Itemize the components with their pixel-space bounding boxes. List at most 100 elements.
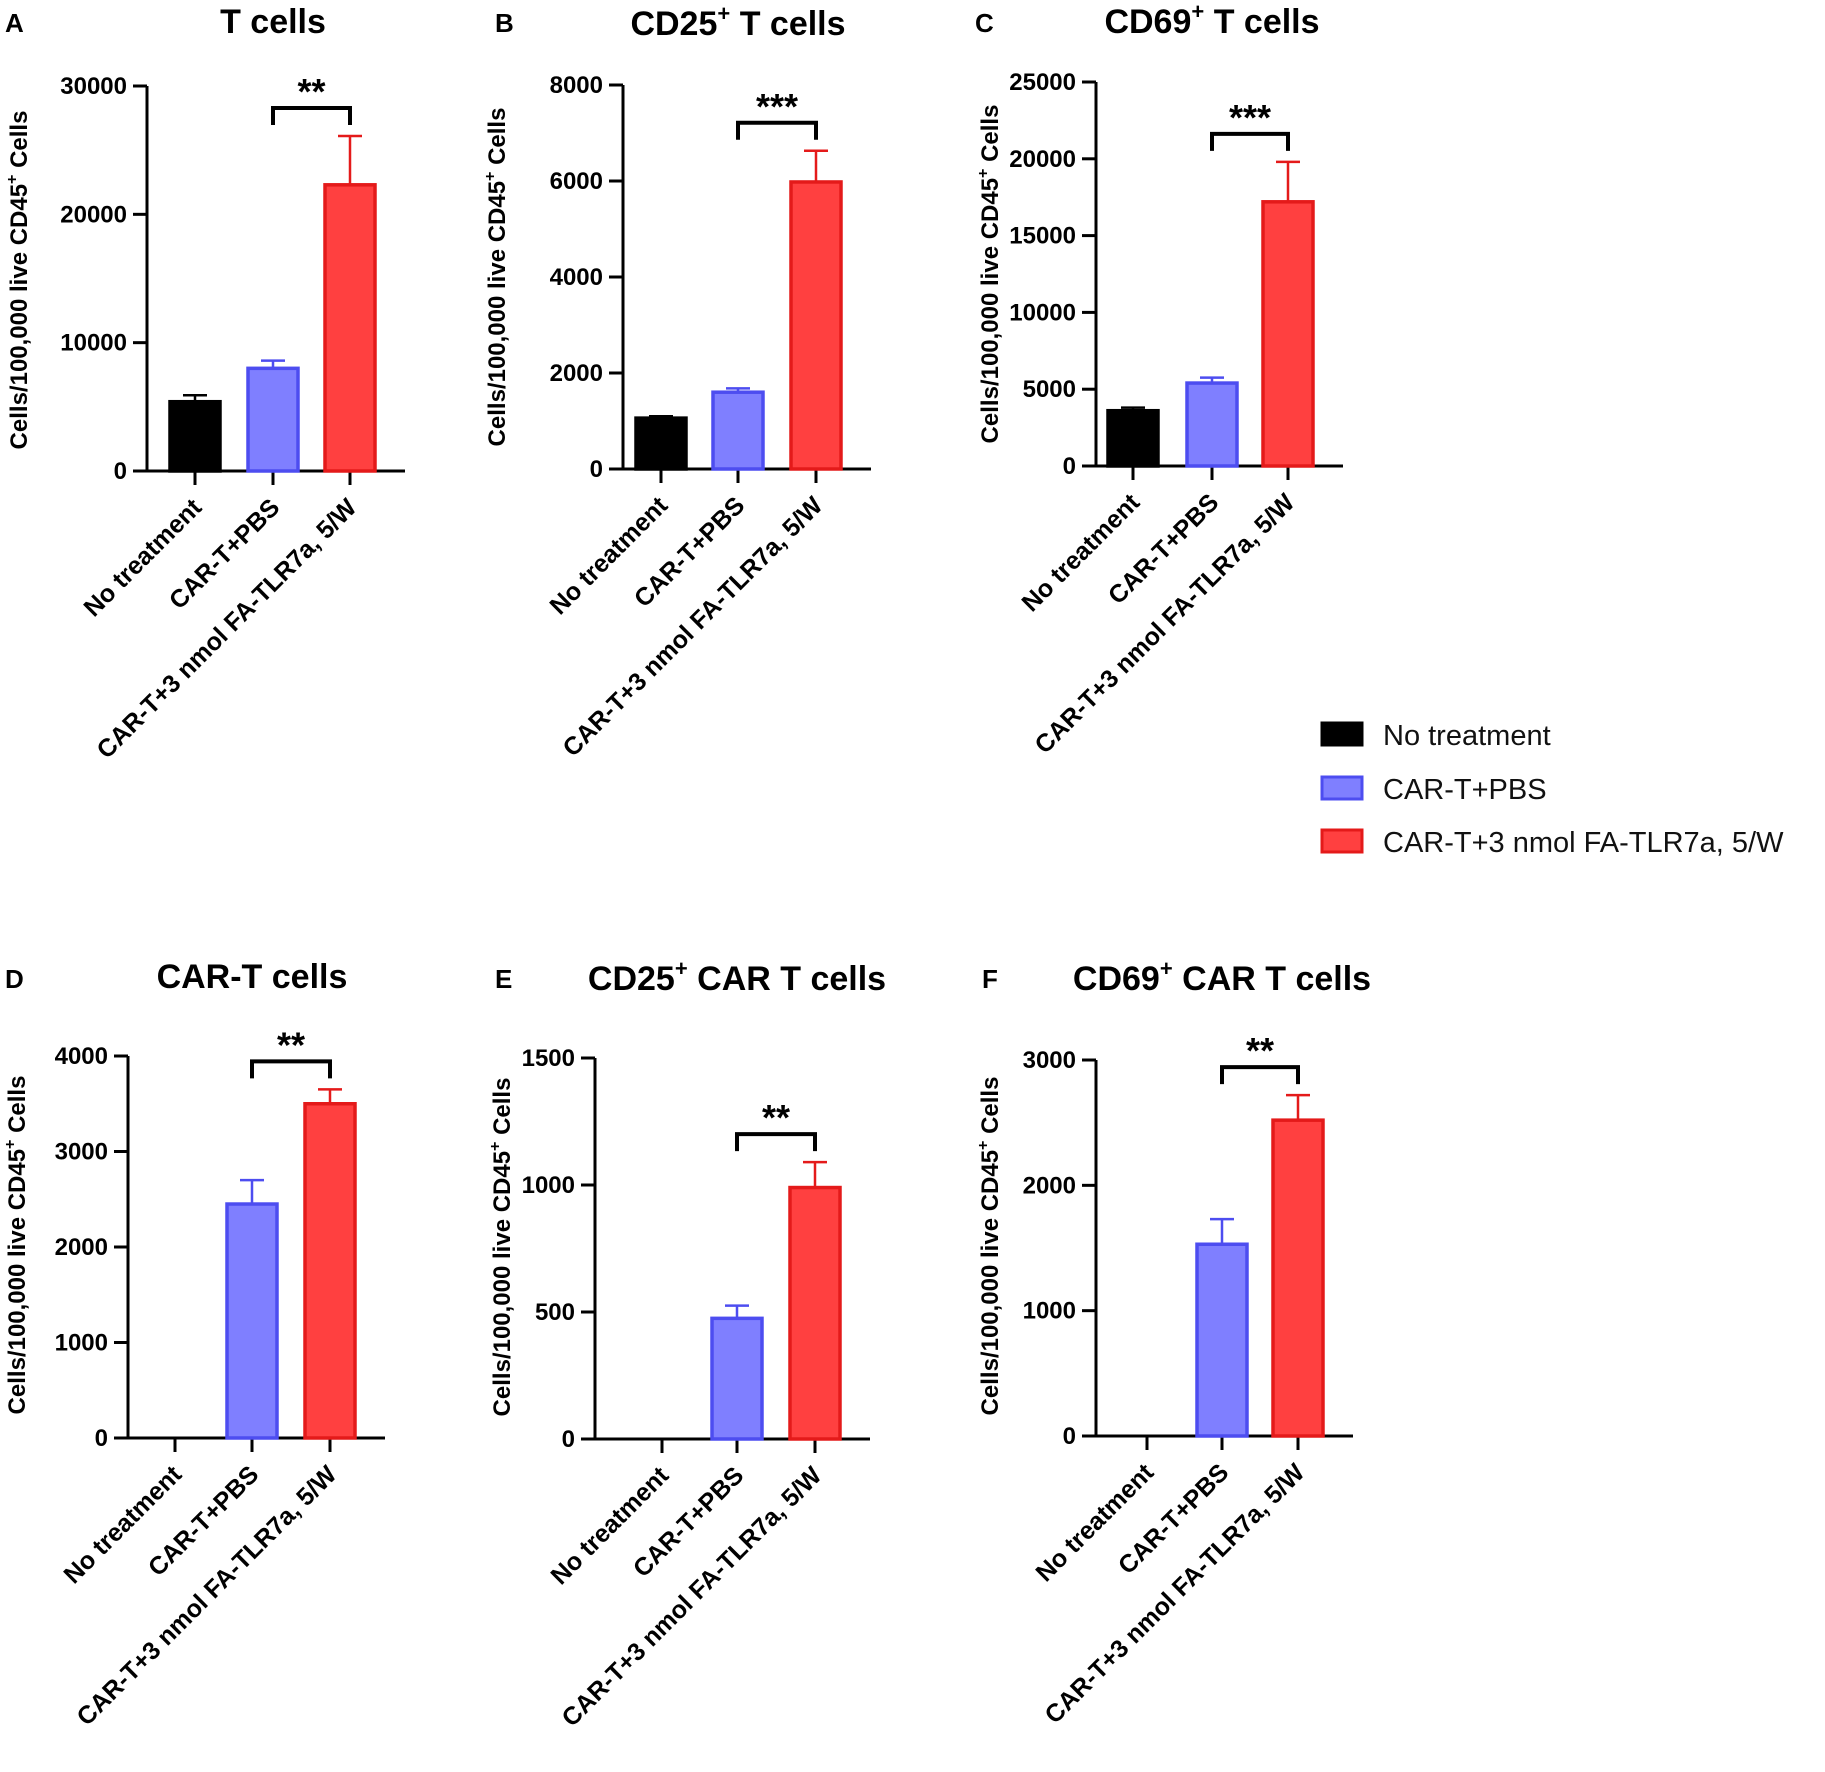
y-tick-label: 3000 [55,1139,108,1166]
legend-label-car-t-pbs: CAR-T+PBS [1383,774,1547,806]
y-tick-label: 4000 [55,1043,108,1070]
y-tick-label: 3000 [1023,1047,1076,1074]
chart-title: CAR-T cells [157,958,348,996]
bar-3 [1261,200,1315,468]
bar-1 [634,416,688,471]
y-axis-label-end: Cells [977,1077,1004,1141]
chart-title-main: CD69 [1104,3,1191,41]
y-tick-label: 0 [590,456,603,483]
significance-bracket [735,1132,817,1152]
bar-1 [168,399,222,473]
chart-title-sup: + [675,956,688,981]
chart-panel-e: E CD25+ CAR T cells Cells/100,000 live CD4… [487,956,886,1732]
panel-letter: B [495,8,514,38]
panel-letter: D [5,964,24,994]
y-tick-label: 1500 [522,1045,575,1072]
y-axis-label-end: Cells [4,1076,31,1140]
y-axis-label-sup: + [975,1141,992,1150]
significance-bracket [1210,131,1290,151]
y-tick-label: 0 [95,1425,108,1452]
y-tick-label: 15000 [1009,223,1076,250]
chart-panel-c: C CD69 + T cells Cells/100,000 live CD45+ C… [975,0,1343,759]
bar-3 [303,1102,357,1440]
y-tick-label: 25000 [1009,69,1076,96]
chart-title: CD25+ CAR T cells [588,956,886,998]
y-tick-label: 5000 [1023,376,1076,403]
significance-bracket [271,106,352,126]
panel-letter: E [495,964,512,994]
legend-label-no-treatment: No treatment [1383,720,1551,752]
bar-3 [788,1185,842,1441]
y-axis-label-sup: + [482,172,499,181]
y-tick-label: 2000 [1023,1172,1076,1199]
y-axis-label-main: Cells/100,000 live CD45 [977,1150,1004,1416]
y-axis-label: Cells/100,000 live CD45+ Cells [2,1076,31,1415]
y-tick-label: 8000 [550,72,603,99]
chart-title: CD25+ T cells [630,1,845,43]
y-axis-label: Cells/100,000 live CD45+ Cells [482,108,511,447]
significance-label: ** [277,1024,305,1065]
bar-2 [225,1202,279,1440]
y-axis-label-main: Cells/100,000 live CD45 [977,178,1004,444]
y-axis-label: Cells/100,000 live CD45+ Cells [487,1078,516,1417]
y-axis-label-sup: + [2,1140,19,1149]
y-axis-label-main: Cells/100,000 live CD45 [6,184,33,450]
y-tick-label: 1000 [55,1330,108,1357]
panel-letter: A [5,8,24,38]
y-tick-label: 20000 [1009,146,1076,173]
y-axis-label: Cells/100,000 live CD45+ Cells [4,111,33,450]
chart-title-end: T cells [730,5,845,43]
legend: No treatment CAR-T+PBS CAR-T+3 nmol FA-T… [1320,720,1784,859]
y-axis-label-main: Cells/100,000 live CD45 [484,181,511,447]
bar-3 [323,183,377,473]
y-tick-label: 0 [1063,453,1076,480]
legend-label-car-t-tlr7a: CAR-T+3 nmol FA-TLR7a, 5/W [1383,827,1784,859]
chart-panel-a: A T cells Cells/100,000 live CD45+ Cells 0 1… [4,3,405,764]
chart-title-main: T cells [220,3,326,41]
chart-title-sup: + [717,1,730,26]
significance-label: *** [756,86,798,127]
significance-bracket [1220,1065,1300,1085]
legend-swatch-no-treatment [1320,721,1364,747]
chart-title-main: CD69 [1073,960,1160,998]
y-axis-label-main: Cells/100,000 live CD45 [489,1151,516,1417]
y-tick-label: 500 [535,1299,575,1326]
significance-label: *** [1229,97,1271,138]
y-tick-label: 1000 [522,1172,575,1199]
y-tick-label: 10000 [1009,299,1076,326]
chart-panel-d: D CAR-T cells Cells/100,000 live CD45+ Cel… [2,958,385,1731]
chart-title-main: CD25 [588,960,675,998]
bar-2 [246,366,300,473]
panel-letter: F [982,964,998,994]
y-tick-label: 0 [562,1426,575,1453]
chart-title: CD69+ CAR T cells [1073,956,1371,998]
y-axis-label-end: Cells [977,105,1004,169]
significance-bracket [736,120,818,140]
chart-title-end: CAR T cells [688,960,886,998]
y-tick-label: 6000 [550,168,603,195]
y-tick-label: 20000 [60,201,127,228]
y-axis-label: Cells/100,000 live CD45+ Cells [975,1077,1004,1416]
y-axis-label-sup: + [4,175,21,184]
bar-2 [1185,381,1239,468]
chart-title-sup: + [1160,956,1173,981]
y-axis-label: Cells/100,000 live CD45+ Cells [975,105,1004,444]
y-axis-label-sup: + [975,169,992,178]
y-axis-label-end: Cells [6,111,33,175]
panel-letter: C [975,8,994,38]
bar-3 [1271,1118,1325,1438]
significance-bracket [250,1059,332,1079]
chart-title-end: T cells [1204,3,1319,41]
significance-label: ** [762,1097,790,1138]
chart-title: T cells [220,3,326,41]
chart-title-end: CAR T cells [1173,960,1371,998]
significance-label: ** [297,71,325,112]
bar-3 [789,180,843,471]
y-axis-label-main: Cells/100,000 live CD45 [4,1149,31,1415]
chart-title-main: CD25 [630,5,717,43]
bar-2 [1195,1242,1249,1438]
bar-2 [711,390,765,471]
legend-swatch-car-t-tlr7a [1320,828,1364,854]
